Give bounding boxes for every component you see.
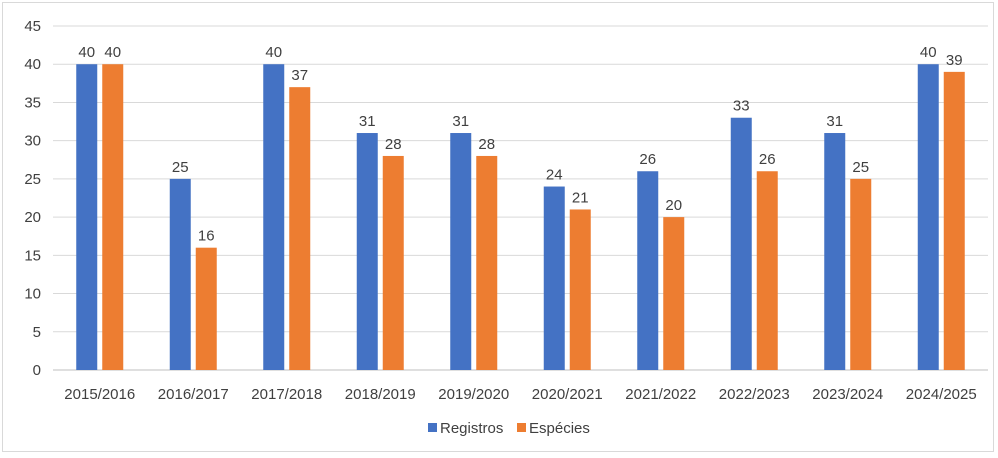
x-tick-label: 2021/2022: [625, 386, 696, 403]
data-label: 40: [78, 44, 95, 61]
y-tick-label: 15: [24, 247, 41, 264]
data-label: 39: [946, 52, 963, 69]
x-tick-label: 2017/2018: [251, 386, 322, 403]
legend-swatch: [428, 423, 437, 432]
y-tick-label: 0: [33, 362, 41, 379]
bar-especies: [943, 71, 965, 370]
legend-swatch: [517, 423, 526, 432]
data-label: 21: [572, 189, 589, 206]
y-tick-label: 20: [24, 209, 41, 226]
bar-registros: [356, 133, 378, 370]
bar-especies: [289, 87, 311, 371]
bar-especies: [569, 209, 591, 370]
data-label: 16: [198, 228, 215, 245]
x-tick-label: 2016/2017: [158, 386, 229, 403]
x-tick-label: 2020/2021: [532, 386, 603, 403]
y-tick-label: 30: [24, 133, 41, 150]
bar-especies: [382, 155, 404, 370]
data-label: 26: [639, 151, 656, 168]
y-tick-label: 40: [24, 56, 41, 73]
bar-registros: [543, 186, 565, 370]
data-label: 33: [733, 98, 750, 115]
data-label: 28: [478, 136, 495, 153]
y-tick-label: 10: [24, 286, 41, 303]
bar-registros: [730, 117, 752, 370]
legend: Registros Espécies: [428, 420, 590, 437]
x-axis-ticks: 2015/2016 2016/2017 2017/2018 2018/2019 2019…: [64, 386, 976, 403]
bar-registros: [76, 64, 98, 370]
bar-registros: [824, 133, 846, 370]
data-label: 31: [359, 113, 376, 130]
x-tick-label: 2019/2020: [438, 386, 509, 403]
x-tick-label: 2018/2019: [345, 386, 416, 403]
bar-especies: [102, 64, 124, 370]
legend-label: Espécies: [529, 420, 590, 437]
bar-especies: [850, 178, 872, 370]
x-tick-label: 2015/2016: [64, 386, 135, 403]
bar-especies: [663, 217, 685, 370]
data-label: 37: [291, 67, 308, 84]
data-labels: 40 40 25 16 40 37 31 28 31 28 24 21 26 20 33 26 31 25 40 39: [78, 44, 962, 244]
data-label: 24: [546, 167, 563, 184]
y-tick-label: 5: [33, 324, 41, 341]
bar-registros: [637, 171, 659, 370]
y-axis-ticks: 0 5 10 15 20 25 30 35 40 45: [24, 18, 41, 379]
legend-label: Registros: [440, 420, 503, 437]
x-tick-label: 2023/2024: [812, 386, 883, 403]
bar-especies: [756, 171, 778, 370]
x-tick-label: 2024/2025: [906, 386, 977, 403]
data-label: 26: [759, 151, 776, 168]
gridlines: [53, 25, 988, 371]
data-label: 40: [265, 44, 282, 61]
data-label: 31: [452, 113, 469, 130]
bar-registros: [450, 133, 472, 370]
data-label: 40: [920, 44, 937, 61]
data-label: 40: [104, 44, 121, 61]
data-label: 25: [172, 159, 189, 176]
y-tick-label: 45: [24, 18, 41, 35]
bar-registros: [263, 64, 285, 370]
bar-chart: 0 5 10 15 20 25 30 35 40 45 40 40 25 16 40 37 31 28 31 28 2…: [24, 18, 988, 437]
data-label: 31: [826, 113, 843, 130]
y-tick-label: 35: [24, 94, 41, 111]
data-label: 20: [665, 197, 682, 214]
data-label: 25: [852, 159, 869, 176]
bar-registros: [917, 64, 939, 370]
y-tick-label: 25: [24, 171, 41, 188]
bar-registros: [169, 178, 191, 370]
data-label: 28: [385, 136, 402, 153]
chart-frame: 0 5 10 15 20 25 30 35 40 45 40 40 25 16 40 37 31 28 31 28 2…: [2, 2, 994, 452]
bar-especies: [195, 247, 217, 370]
x-tick-label: 2022/2023: [719, 386, 790, 403]
bar-especies: [476, 155, 498, 370]
bars: [76, 64, 965, 371]
